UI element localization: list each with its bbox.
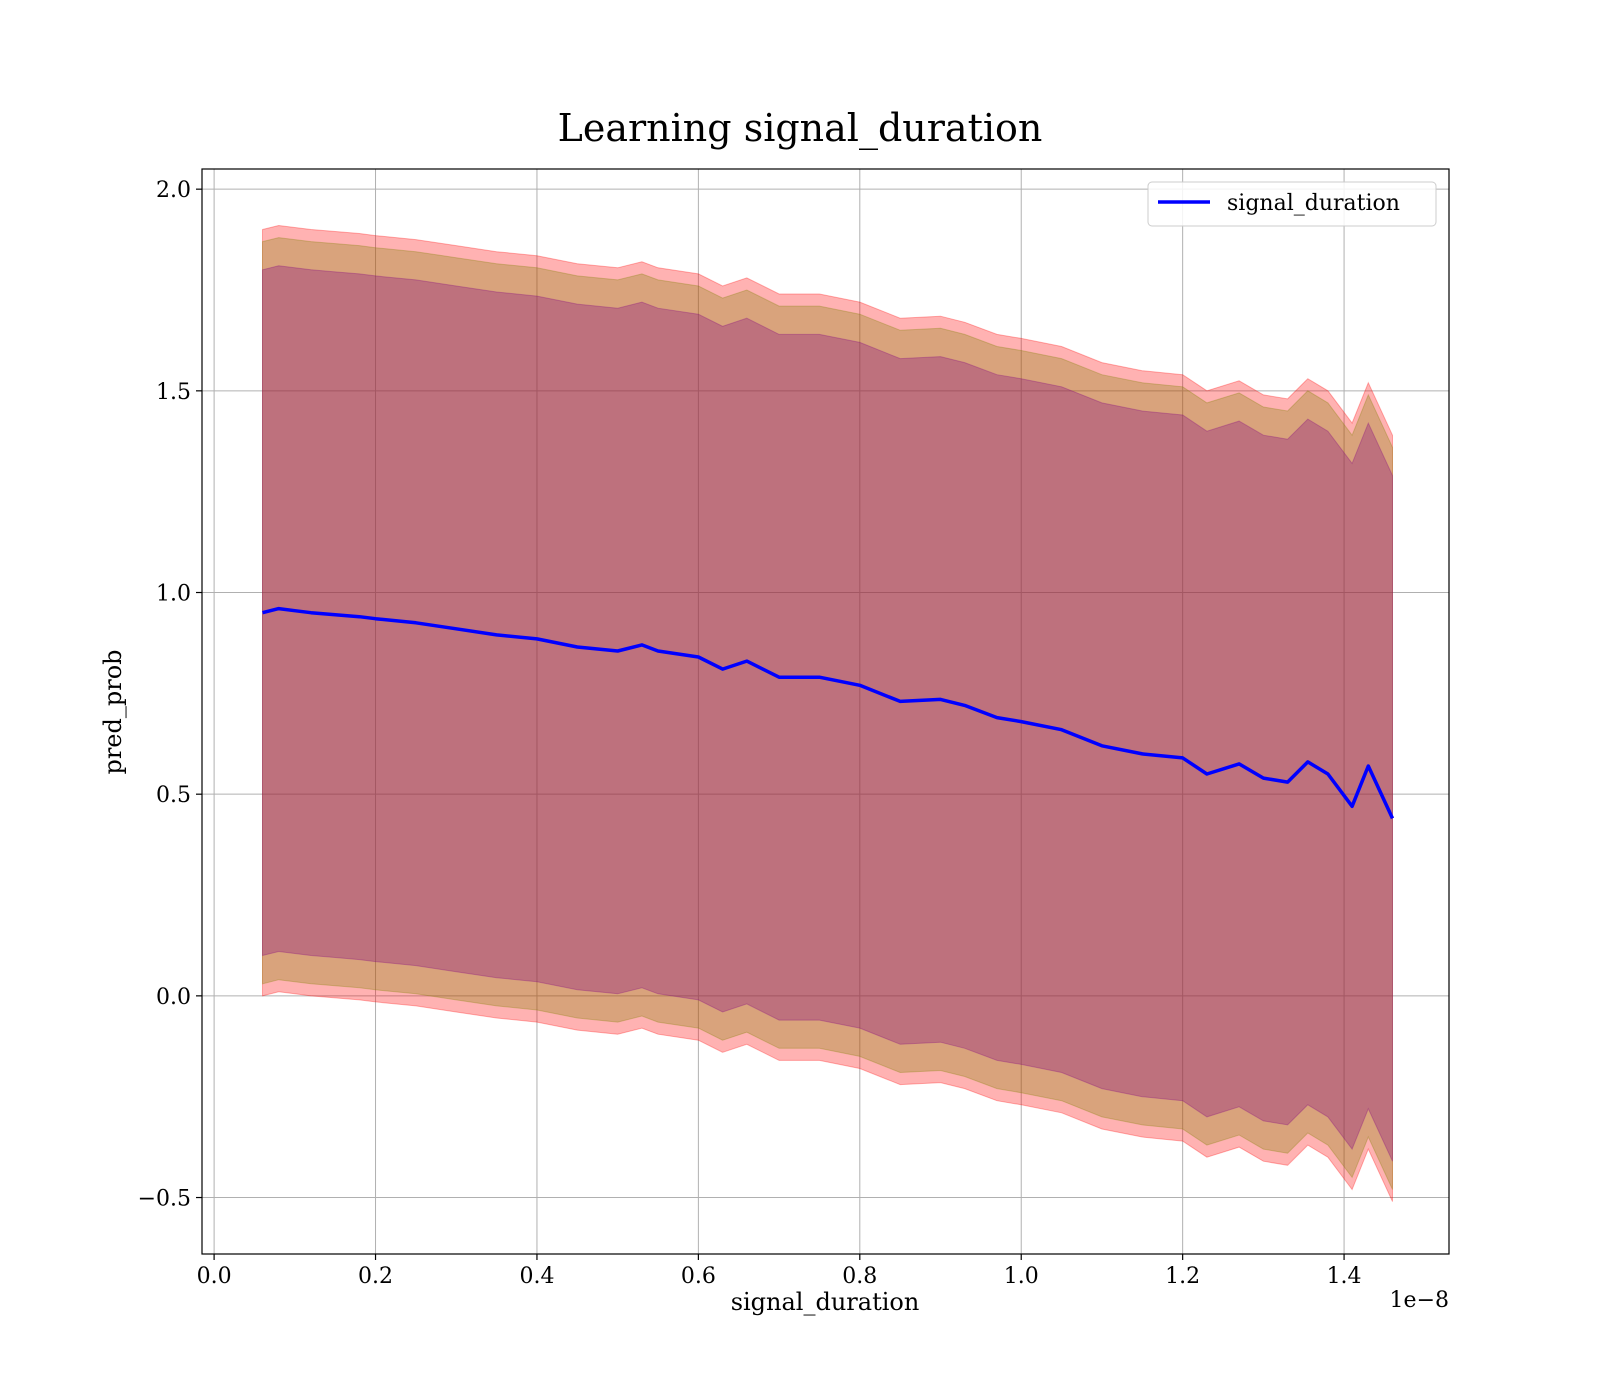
x-tick-label: 0.4 <box>519 1264 554 1289</box>
chart-title: Learning signal_duration <box>558 106 1043 151</box>
x-tick-label: 1.4 <box>1327 1264 1362 1289</box>
axes-frame <box>201 168 1450 1255</box>
y-tick-label: 0.0 <box>156 985 191 1010</box>
x-tick-label: 1.2 <box>1165 1264 1200 1289</box>
x-tick-label: 0.6 <box>681 1264 716 1289</box>
x-ticks: 0.0 0.2 0.4 0.6 0.8 1.0 1.2 1.4 <box>197 1254 1362 1289</box>
confidence-band <box>262 265 1393 1162</box>
y-ticks: −0.5 0.0 0.5 1.0 1.5 2.0 <box>138 178 202 1212</box>
y-tick-label: 0.5 <box>156 783 191 808</box>
series <box>262 606 1395 820</box>
y-tick-label: 2.0 <box>156 178 191 203</box>
series-line-signal_duration <box>262 606 1395 820</box>
y-tick-label: −0.5 <box>138 1187 191 1212</box>
x-axis-label: signal_duration <box>731 1288 920 1316</box>
y-axis-label: pred_prob <box>99 649 127 774</box>
legend: signal_duration <box>1147 181 1437 227</box>
y-tick-label: 1.5 <box>156 380 191 405</box>
bands <box>262 224 1393 1202</box>
x-multiplier-label: 1e−8 <box>1390 1288 1449 1313</box>
legend-label: signal_duration <box>1227 191 1400 216</box>
x-tick-label: 0.8 <box>842 1264 877 1289</box>
confidence-band <box>262 224 1393 1202</box>
x-tick-label: 1.0 <box>1004 1264 1039 1289</box>
x-tick-label: 0.0 <box>197 1264 232 1289</box>
confidence-band <box>262 237 1393 1190</box>
legend-box <box>1147 181 1437 227</box>
x-tick-label: 0.2 <box>358 1264 393 1289</box>
y-tick-label: 1.0 <box>156 582 191 607</box>
